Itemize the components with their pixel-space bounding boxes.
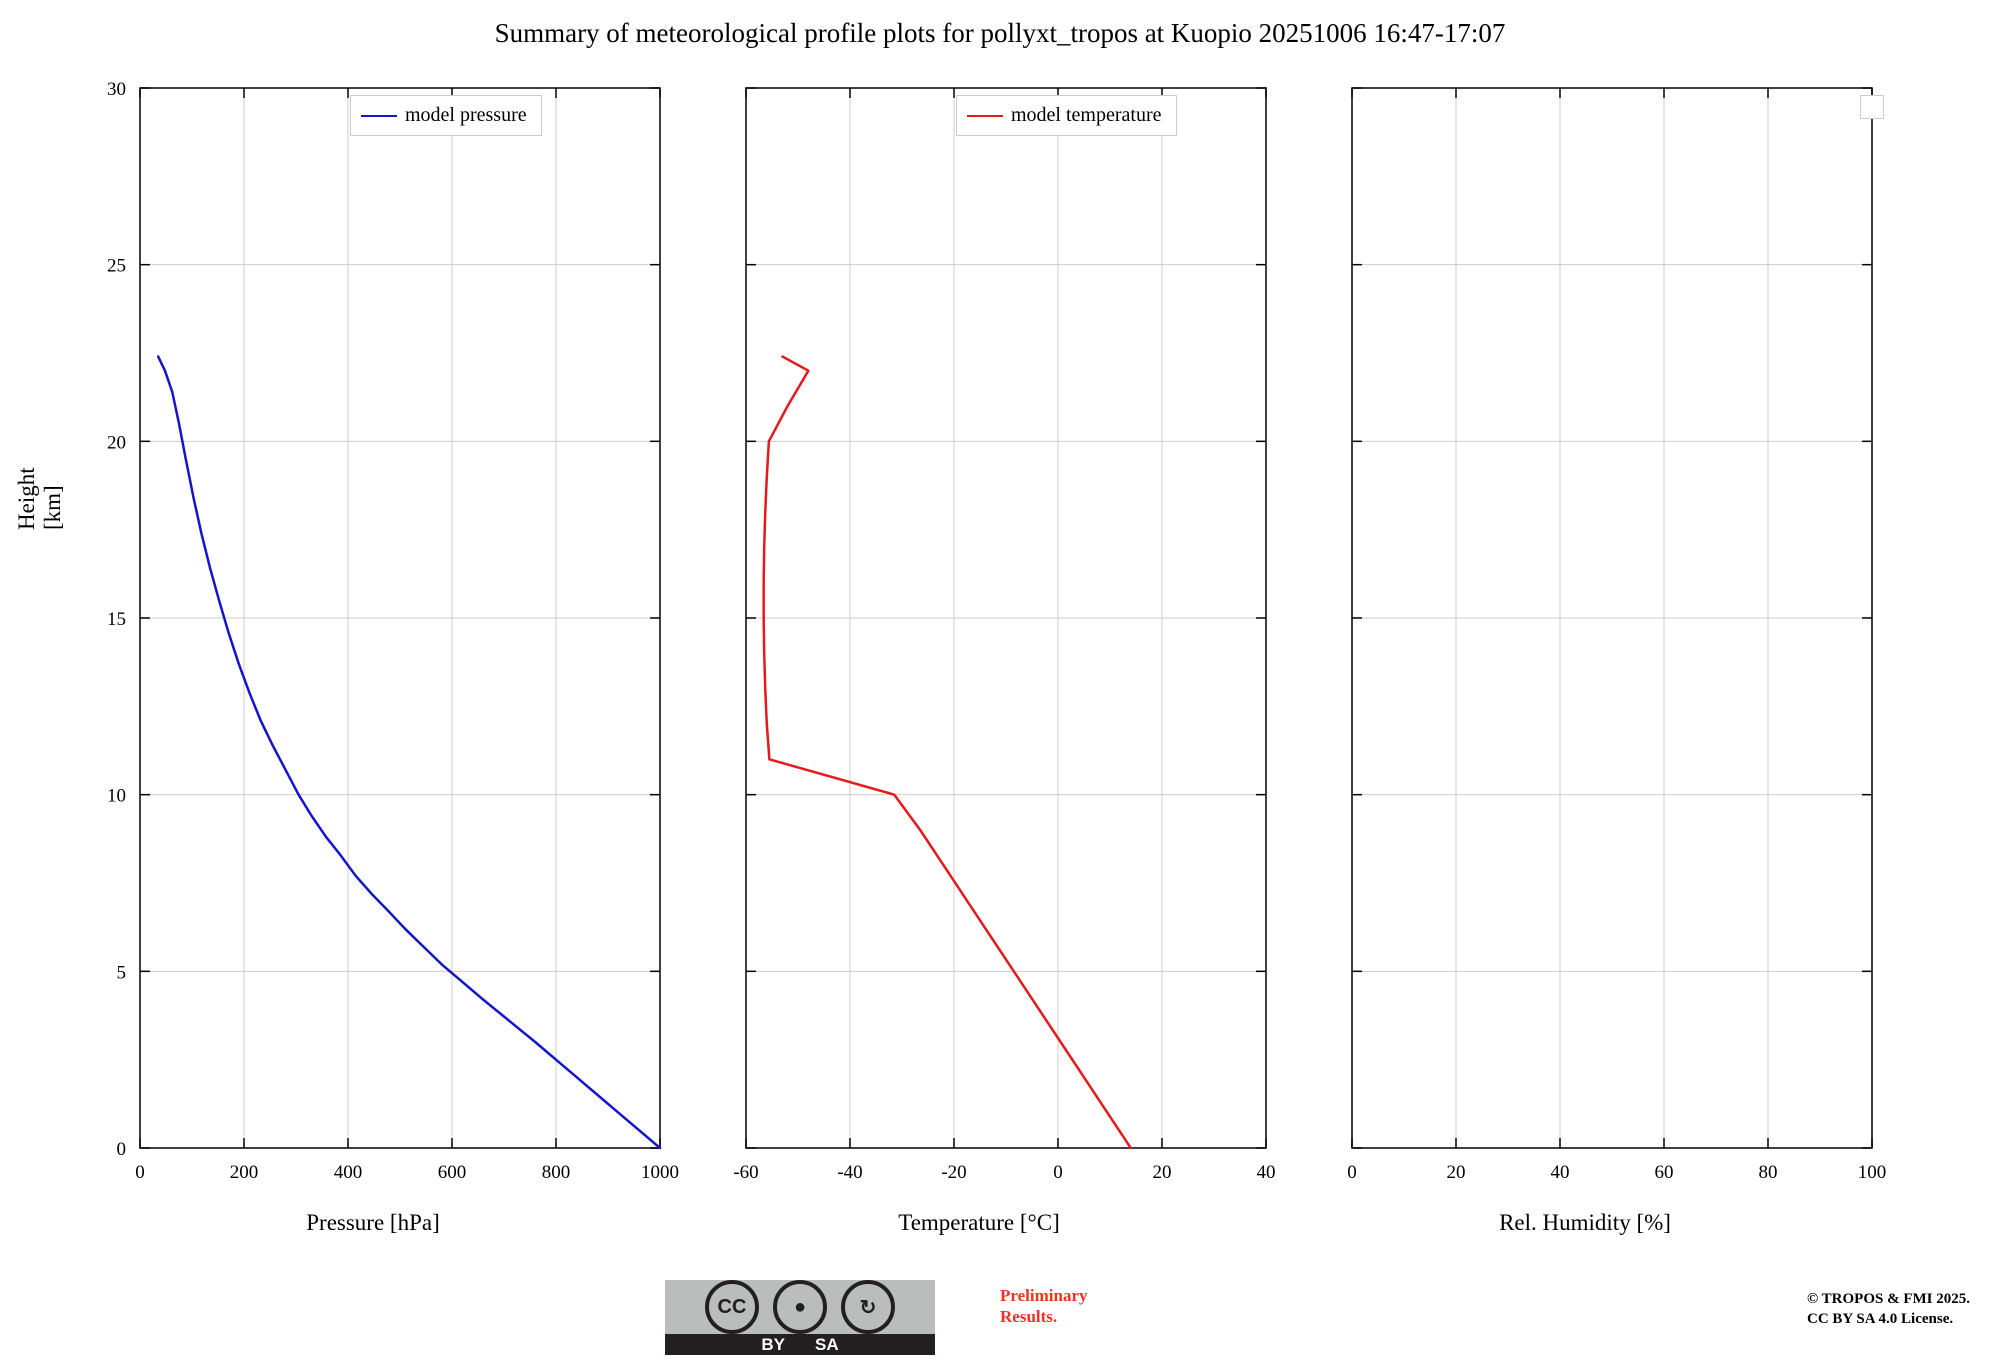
- legend-label-temperature: model temperature: [1011, 104, 1162, 127]
- svg-text:15: 15: [107, 609, 126, 630]
- svg-text:40: 40: [1257, 1162, 1276, 1183]
- svg-text:-20: -20: [941, 1162, 966, 1183]
- creative-commons-logo: CC ● ↻ BY SA: [665, 1280, 935, 1355]
- svg-text:40: 40: [1551, 1162, 1570, 1183]
- svg-text:600: 600: [438, 1162, 467, 1183]
- cc-labels: BY SA: [665, 1334, 935, 1355]
- chart-root: Summary of meteorological profile plots …: [0, 0, 2000, 1360]
- legend-line-temperature: [967, 115, 1003, 117]
- preliminary-results-label: Preliminary Results.: [1000, 1285, 1088, 1328]
- ylabel-height: Height [km]: [14, 500, 66, 530]
- svg-text:0: 0: [117, 1139, 127, 1160]
- chart-title: Summary of meteorological profile plots …: [0, 18, 2000, 49]
- legend-label-pressure: model pressure: [405, 104, 527, 127]
- svg-text:60: 60: [1655, 1162, 1674, 1183]
- panel-pressure: 0 200 400 600 800 1000 0 5 10 15 20 25 30: [70, 78, 676, 1188]
- svg-text:400: 400: [334, 1162, 363, 1183]
- svg-text:-40: -40: [837, 1162, 862, 1183]
- copyright-label: © TROPOS & FMI 2025. CC BY SA 4.0 Licens…: [1807, 1290, 1970, 1329]
- svg-text:20: 20: [107, 432, 126, 453]
- svg-text:0: 0: [135, 1162, 145, 1183]
- footer: CC ● ↻ BY SA Preliminary Results. © TROP…: [0, 1275, 2000, 1360]
- svg-text:-60: -60: [733, 1162, 758, 1183]
- legend-humidity-empty[interactable]: [1860, 95, 1884, 119]
- svg-text:0: 0: [1053, 1162, 1063, 1183]
- svg-text:20: 20: [1153, 1162, 1172, 1183]
- svg-text:10: 10: [107, 786, 126, 807]
- svg-text:200: 200: [230, 1162, 259, 1183]
- panel-humidity: 0 20 40 60 80 100: [1282, 78, 1888, 1188]
- legend-line-pressure: [361, 115, 397, 117]
- legend-pressure[interactable]: model pressure: [350, 95, 542, 136]
- svg-text:100: 100: [1858, 1162, 1887, 1183]
- svg-text:25: 25: [107, 256, 126, 277]
- svg-text:5: 5: [117, 962, 127, 983]
- xlabel-pressure: Pressure [hPa]: [70, 1210, 676, 1236]
- svg-text:80: 80: [1759, 1162, 1778, 1183]
- svg-text:1000: 1000: [641, 1162, 679, 1183]
- xlabel-temperature: Temperature [°C]: [676, 1210, 1282, 1236]
- svg-text:30: 30: [107, 79, 126, 100]
- cc-icon: CC: [705, 1280, 759, 1334]
- svg-text:800: 800: [542, 1162, 571, 1183]
- svg-text:0: 0: [1347, 1162, 1357, 1183]
- legend-temperature[interactable]: model temperature: [956, 95, 1177, 136]
- svg-text:20: 20: [1447, 1162, 1466, 1183]
- by-icon: ●: [773, 1280, 827, 1334]
- sa-icon: ↻: [841, 1280, 895, 1334]
- xlabel-humidity: Rel. Humidity [%]: [1282, 1210, 1888, 1236]
- panel-temperature: -60 -40 -20 0 20 40: [676, 78, 1282, 1188]
